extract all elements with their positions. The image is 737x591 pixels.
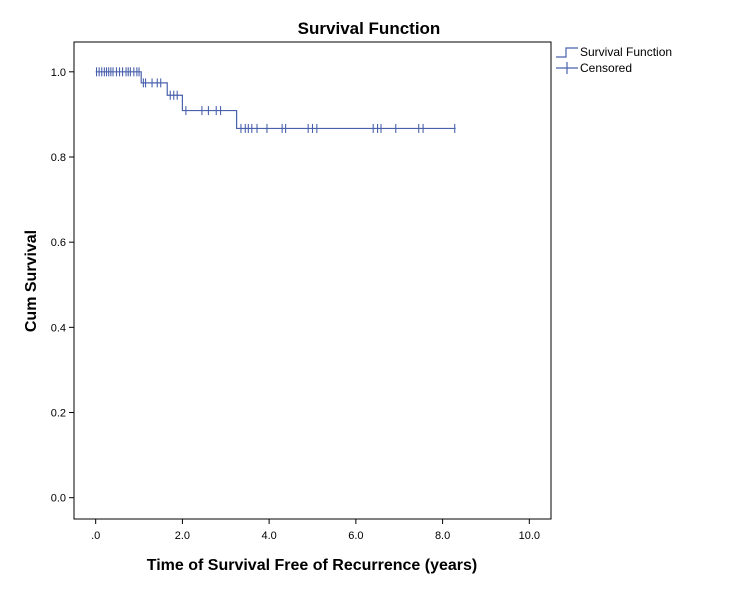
y-axis: 0.0 0.2 0.4 0.6 0.8 1.0 bbox=[51, 67, 74, 505]
y-tick-label: 0.4 bbox=[51, 322, 66, 334]
x-tick-label: 6.0 bbox=[348, 530, 363, 542]
chart-title: Survival Function bbox=[298, 19, 441, 38]
censored-legend-icon bbox=[556, 62, 578, 74]
y-tick-label: 0.0 bbox=[51, 493, 66, 505]
x-axis-label: Time of Survival Free of Recurrence (yea… bbox=[147, 557, 478, 574]
legend-label-survival-function: Survival Function bbox=[580, 45, 672, 59]
x-tick-label: 2.0 bbox=[175, 530, 190, 542]
y-tick-label: 1.0 bbox=[51, 67, 66, 79]
legend-label-censored: Censored bbox=[580, 61, 632, 75]
x-tick-label: 10.0 bbox=[519, 530, 540, 542]
x-axis: .0 2.0 4.0 6.0 8.0 10.0 bbox=[91, 519, 540, 542]
legend: Survival Function Censored bbox=[556, 45, 672, 75]
x-tick-label: 8.0 bbox=[435, 530, 450, 542]
x-tick-label: 4.0 bbox=[261, 530, 276, 542]
y-axis-label: Cum Survival bbox=[23, 230, 40, 332]
x-tick-label: .0 bbox=[91, 530, 100, 542]
y-tick-label: 0.8 bbox=[51, 152, 66, 164]
survival-function-line bbox=[95, 71, 456, 130]
y-tick-label: 0.6 bbox=[51, 237, 66, 249]
censored-marks bbox=[95, 67, 456, 133]
y-tick-label: 0.2 bbox=[51, 408, 66, 420]
survival-function-legend-icon bbox=[556, 47, 578, 58]
plot-frame bbox=[73, 41, 552, 520]
